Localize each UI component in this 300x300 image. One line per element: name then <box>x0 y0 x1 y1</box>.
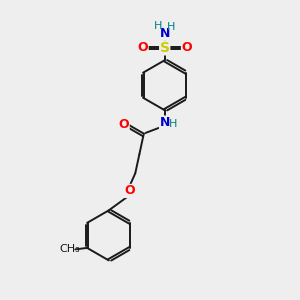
Text: S: S <box>160 41 170 55</box>
Text: H: H <box>154 21 162 31</box>
Text: H: H <box>167 22 176 32</box>
Text: N: N <box>160 116 170 129</box>
Text: O: O <box>118 118 129 131</box>
Text: O: O <box>124 184 135 197</box>
Text: O: O <box>182 41 192 54</box>
Text: CH₃: CH₃ <box>59 244 80 254</box>
Text: O: O <box>137 41 148 54</box>
Text: N: N <box>160 27 170 40</box>
Text: H: H <box>169 119 177 129</box>
